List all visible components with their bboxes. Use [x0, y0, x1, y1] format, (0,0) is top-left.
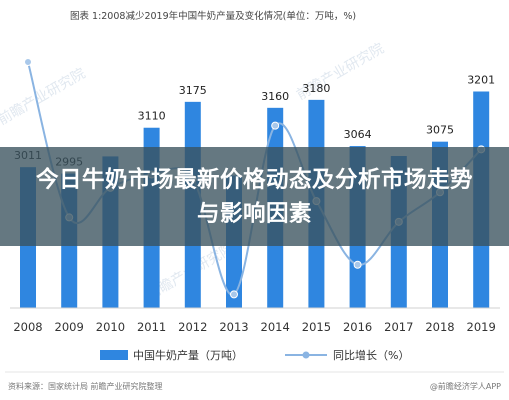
- line-point-2008: [24, 58, 32, 66]
- bar-label-2014: 3160: [261, 90, 289, 103]
- x-tick-2012: 2012: [178, 320, 207, 334]
- x-tick-2017: 2017: [384, 320, 413, 334]
- bar-label-2011: 3110: [138, 110, 166, 123]
- headline-text: 今日牛奶市场最新价格动态及分析市场走势与影响因素: [35, 166, 473, 227]
- x-tick-2014: 2014: [261, 320, 290, 334]
- x-tick-2013: 2013: [219, 320, 248, 334]
- x-tick-2008: 2008: [13, 320, 42, 334]
- legend-marker-line: [302, 351, 310, 359]
- line-point-2016: [353, 260, 362, 269]
- legend-label-line: 同比增长（%）: [333, 348, 409, 362]
- watermark: 前瞻产业研究院: [0, 65, 88, 129]
- legend-label-bar: 中国牛奶产量（万吨）: [133, 348, 243, 362]
- bar-label-2012: 3175: [179, 84, 207, 97]
- x-tick-2018: 2018: [425, 320, 454, 334]
- legend: 中国牛奶产量（万吨） 同比增长（%）: [100, 348, 409, 362]
- x-tick-2011: 2011: [137, 320, 166, 334]
- x-tick-2015: 2015: [302, 320, 331, 334]
- line-point-2013: [230, 290, 238, 299]
- x-tick-2016: 2016: [343, 320, 372, 334]
- footer-source: 资料来源：国家统计局 前瞻产业研究院整理: [8, 381, 163, 391]
- line-point-2014: [271, 121, 280, 130]
- bar-label-2016: 3064: [344, 128, 372, 141]
- legend-swatch-bar: [100, 350, 128, 360]
- footer-brand: @前瞻经济学人APP: [430, 381, 501, 391]
- x-tick-2019: 2019: [467, 320, 496, 334]
- chart-title: 图表 1:2008减少2019年中国牛奶产量及变化情况(单位：万吨，%): [70, 10, 356, 22]
- x-tick-2009: 2009: [55, 320, 84, 334]
- x-tick-2010: 2010: [96, 320, 125, 334]
- x-axis-ticks: 2008 2009 2010 2011 2012 2013 2014 2015 2016 2017…: [13, 320, 495, 334]
- bar-label-2015: 3180: [302, 82, 330, 95]
- bar-label-2018: 3075: [426, 124, 454, 137]
- headline-banner: 今日牛奶市场最新价格动态及分析市场走势与影响因素: [0, 147, 509, 246]
- bar-label-2019: 3201: [467, 73, 495, 86]
